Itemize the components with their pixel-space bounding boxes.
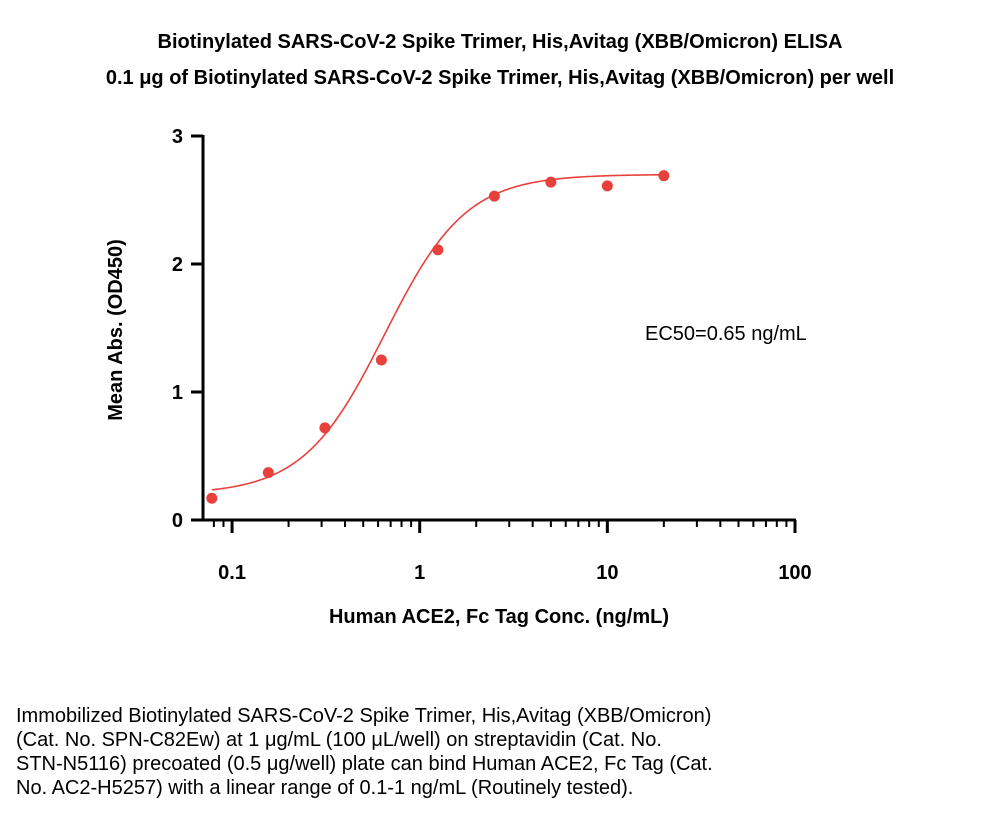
y-tick-label: 3 — [172, 126, 183, 148]
data-point — [319, 422, 331, 434]
chart-title: Biotinylated SARS-CoV-2 Spike Trimer, Hi… — [157, 31, 843, 53]
data-point — [262, 467, 274, 479]
x-tick-label: 0.1 — [218, 562, 246, 584]
elisa-chart: 0 1 2 3 0.1 1 10 100 Mean Abs. (OD450) Human AC… — [105, 126, 812, 628]
y-axis-label: Mean Abs. (OD450) — [105, 239, 127, 421]
data-point — [601, 180, 613, 192]
data-point — [206, 492, 218, 504]
y-tick-label: 0 — [172, 510, 183, 532]
data-point — [488, 190, 500, 202]
x-tick-label: 100 — [778, 562, 811, 584]
y-tick-label: 2 — [172, 254, 183, 276]
y-tick-label: 1 — [172, 382, 183, 404]
caption-line: Immobilized Biotinylated SARS-CoV-2 Spik… — [16, 705, 712, 727]
figure-caption: Immobilized Biotinylated SARS-CoV-2 Spik… — [16, 704, 976, 800]
fit-curve — [211, 173, 664, 491]
data-point — [658, 170, 670, 182]
data-point — [545, 176, 557, 188]
data-points — [206, 170, 670, 504]
chart-subtitle: 0.1 μg of Biotinylated SARS-CoV-2 Spike … — [105, 67, 895, 89]
axes: 0 1 2 3 0.1 1 10 100 — [172, 126, 812, 584]
x-axis-label: Human ACE2, Fc Tag Conc. (ng/mL) — [329, 606, 669, 628]
caption-line: STN-N5116) precoated (0.5 μg/well) plate… — [16, 753, 713, 775]
x-tick-label: 1 — [414, 562, 425, 584]
caption-line: (Cat. No. SPN-C82Ew) at 1 μg/mL (100 μL/… — [16, 729, 662, 751]
data-point — [432, 244, 444, 256]
ec50-annotation: EC50=0.65 ng/mL — [645, 323, 807, 345]
x-tick-label: 10 — [596, 562, 618, 584]
data-point — [375, 354, 387, 366]
caption-line: No. AC2-H5257) with a linear range of 0.… — [16, 777, 634, 799]
